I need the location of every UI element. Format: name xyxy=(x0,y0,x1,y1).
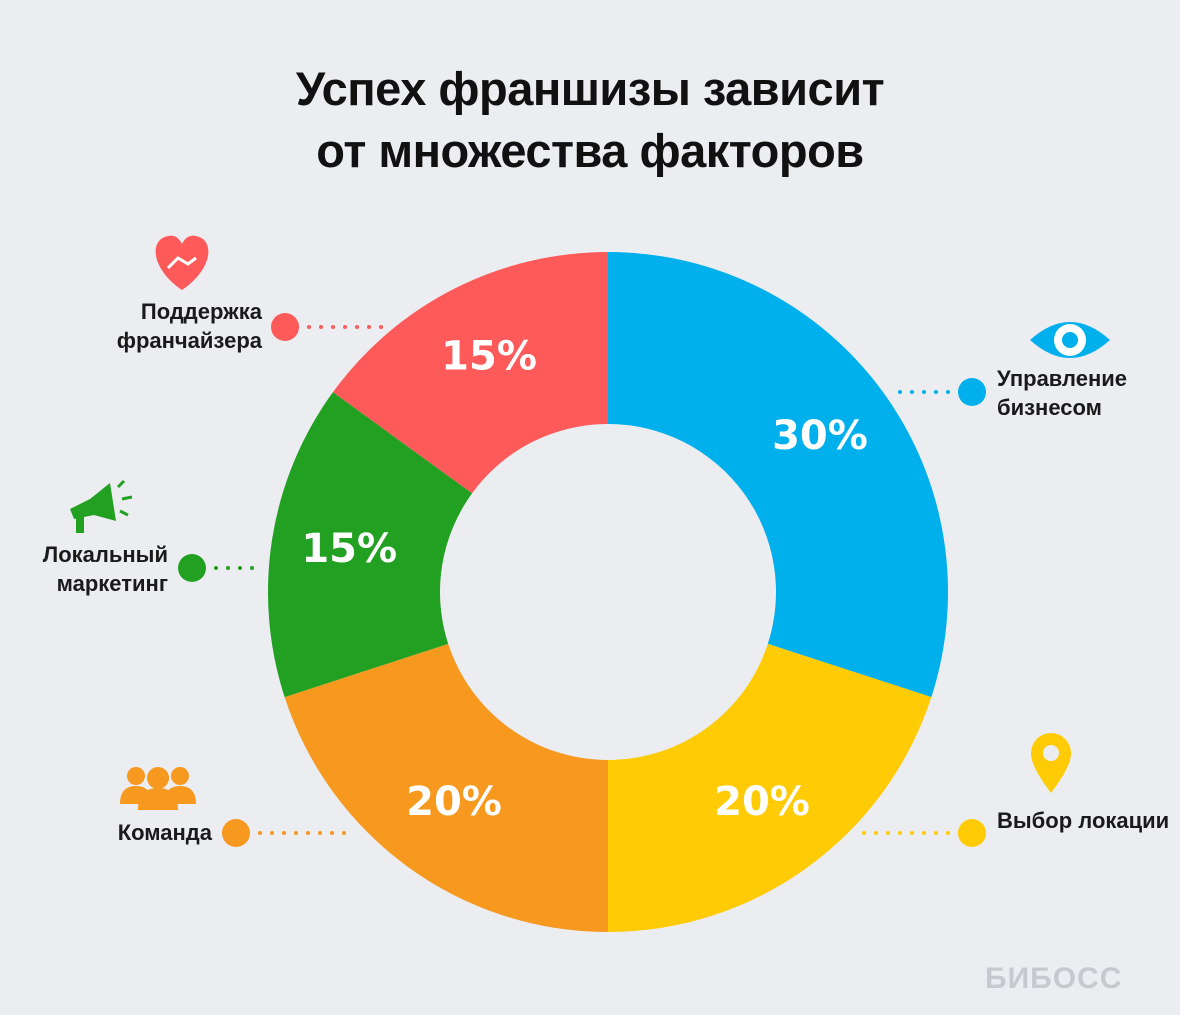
legend-label: Поддержка франчайзера xyxy=(116,299,262,353)
legend-label: Команда xyxy=(117,820,212,845)
donut-slice xyxy=(608,643,932,932)
value-label: 20% xyxy=(406,779,502,825)
donut-slice xyxy=(268,392,473,698)
icon-eye xyxy=(1030,322,1110,358)
donut-slice xyxy=(332,252,608,494)
legend-label: Управление бизнесом xyxy=(997,366,1128,420)
value-label: 15% xyxy=(301,526,397,572)
value-label: 30% xyxy=(772,413,868,459)
icon-megaphone xyxy=(70,479,133,533)
watermark: БИБОСС xyxy=(985,962,1123,995)
icon-heart xyxy=(155,235,209,290)
legend-dot xyxy=(958,819,986,847)
legend-dot xyxy=(271,313,299,341)
chart-title: Успех франшизы зависит от множества факт… xyxy=(295,62,885,177)
value-label: 15% xyxy=(441,334,537,380)
legend-label: Локальный маркетинг xyxy=(42,542,168,596)
donut-slice xyxy=(284,643,608,932)
icon-pin xyxy=(1031,733,1071,793)
legend-dot xyxy=(222,819,250,847)
legend-label: Выбор локации xyxy=(997,808,1170,833)
legend-dot xyxy=(178,554,206,582)
icon-people xyxy=(120,767,196,810)
donut-slice xyxy=(608,252,948,698)
value-label: 20% xyxy=(714,779,810,825)
legend-dot xyxy=(958,378,986,406)
